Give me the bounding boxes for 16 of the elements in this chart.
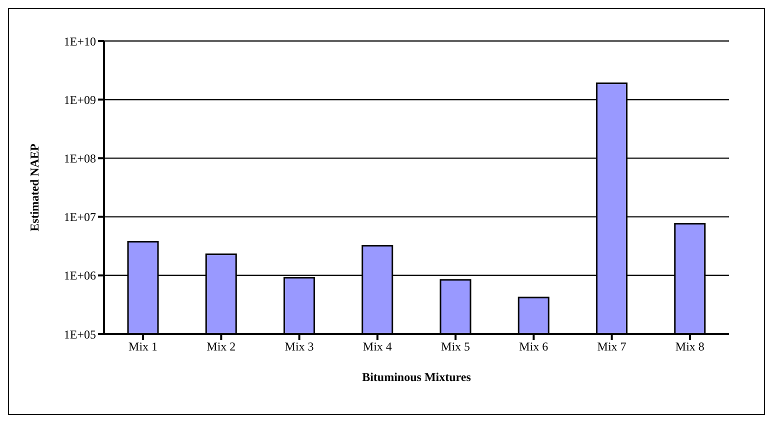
y-tick-label: 1E+08	[64, 151, 96, 166]
x-tick-label: Mix 6	[519, 340, 548, 354]
x-tick-label: Mix 4	[362, 340, 392, 354]
y-tick-label: 1E+09	[64, 92, 96, 107]
x-tick-label: Mix 8	[675, 340, 704, 354]
y-axis-title: Estimated NAEP	[27, 144, 42, 232]
x-tick-label: Mix 2	[206, 340, 236, 354]
x-tick-label: Mix 5	[441, 340, 470, 354]
x-tick-label: Mix 1	[128, 340, 158, 354]
x-axis-title: Bituminous Mixtures	[362, 370, 472, 384]
y-tick-label: 1E+05	[64, 327, 96, 342]
x-tick-label: Mix 3	[284, 340, 314, 354]
y-tick-label: 1E+10	[64, 34, 96, 48]
x-tick-label: Mix 7	[597, 340, 626, 354]
y-tick-label: 1E+07	[64, 210, 96, 224]
y-tick-label: 1E+06	[64, 268, 96, 283]
